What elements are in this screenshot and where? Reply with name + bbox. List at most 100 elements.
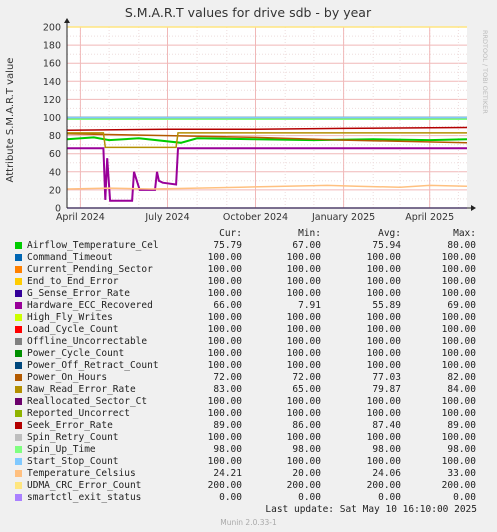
- legend-value-avg: 79.87: [372, 384, 401, 395]
- legend-value-cur: 100.00: [207, 324, 242, 335]
- legend-value-cur: 83.00: [213, 384, 242, 395]
- rrdtool-watermark: RRDTOOL / TOBI OETIKER: [481, 30, 489, 114]
- legend-row: Raw_Read_Error_Rate 83.00 65.00 79.87 84.00: [0, 384, 497, 396]
- y-tick-label: 160: [43, 59, 61, 70]
- legend-value-avg: 0.00: [378, 492, 401, 503]
- legend-value-min: 0.00: [298, 492, 321, 503]
- y-tick-label: 60: [49, 149, 61, 160]
- y-tick-label: 0: [55, 204, 61, 215]
- legend-value-max: 100.00: [441, 324, 476, 335]
- legend-row: Power_Off_Retract_Count 100.00 100.00 100.0…: [0, 360, 497, 372]
- legend-swatch: [15, 434, 22, 441]
- legend-value-max: 100.00: [441, 456, 476, 467]
- legend-value-cur: 100.00: [207, 252, 242, 263]
- legend-series-name: Reallocated_Sector_Ct: [27, 396, 148, 407]
- legend-swatch: [15, 278, 22, 285]
- last-update: Last update: Sat May 10 16:10:00 2025: [265, 504, 477, 515]
- legend-value-min: 100.00: [286, 264, 321, 275]
- legend-value-cur: 100.00: [207, 396, 242, 407]
- legend-value-min: 86.00: [292, 420, 321, 431]
- legend-series-name: Seek_Error_Rate: [27, 420, 113, 431]
- legend-series-name: G_Sense_Error_Rate: [27, 288, 130, 299]
- legend-value-cur: 100.00: [207, 264, 242, 275]
- legend-series-name: Hardware_ECC_Recovered: [27, 300, 153, 311]
- x-axis-arrow: [471, 205, 476, 211]
- legend-value-avg: 100.00: [366, 456, 401, 467]
- smart-chart: S.M.A.R.T values for drive sdb - by year…: [5, 5, 489, 223]
- legend-value-min: 20.00: [292, 468, 321, 479]
- legend-row: Reallocated_Sector_Ct 100.00 100.00 100.00 1…: [0, 396, 497, 408]
- legend-value-avg: 87.40: [372, 420, 401, 431]
- legend-row: smartctl_exit_status 0.00 0.00 0.00 0.00: [0, 492, 497, 504]
- legend-header-cur: Cur:: [219, 228, 242, 239]
- legend-value-cur: 100.00: [207, 312, 242, 323]
- legend-value-max: 100.00: [441, 312, 476, 323]
- legend-swatch: [15, 242, 22, 249]
- series-line-power-on-hours: [66, 133, 468, 144]
- x-tick-label: July 2024: [144, 212, 189, 223]
- series-line-raw-read-error-rate: [67, 132, 467, 149]
- legend-value-max: 100.00: [441, 348, 476, 359]
- legend-value-min: 67.00: [292, 240, 321, 251]
- legend-swatch: [15, 290, 22, 297]
- legend-value-cur: 89.00: [213, 420, 242, 431]
- legend-swatch: [15, 314, 22, 321]
- legend-swatch: [15, 422, 22, 429]
- legend-value-min: 100.00: [286, 360, 321, 371]
- legend-swatch: [15, 254, 22, 261]
- legend-value-min: 7.91: [298, 300, 321, 311]
- legend-value-max: 100.00: [441, 336, 476, 347]
- legend-series-name: Current_Pending_Sector: [27, 264, 153, 275]
- legend-row: Current_Pending_Sector 100.00 100.00 100.00…: [0, 264, 497, 276]
- legend-header-avg: Avg:: [378, 228, 401, 239]
- legend-value-min: 100.00: [286, 252, 321, 263]
- legend-row: G_Sense_Error_Rate 100.00 100.00 100.00 100.…: [0, 288, 497, 300]
- legend-series-name: Reported_Uncorrect: [27, 408, 130, 419]
- axes: [64, 18, 476, 211]
- legend-value-avg: 100.00: [366, 324, 401, 335]
- legend-series-name: End_to_End_Error: [27, 276, 119, 287]
- x-tick-label: April 2024: [56, 212, 105, 223]
- legend-value-cur: 98.00: [213, 444, 242, 455]
- legend-value-max: 200.00: [441, 480, 476, 491]
- legend-value-avg: 100.00: [366, 252, 401, 263]
- legend-value-cur: 100.00: [207, 360, 242, 371]
- legend-value-cur: 0.00: [219, 492, 242, 503]
- legend-value-min: 100.00: [286, 288, 321, 299]
- legend-value-max: 33.00: [447, 468, 476, 479]
- legend-value-avg: 75.94: [372, 240, 401, 251]
- legend-value-avg: 100.00: [366, 336, 401, 347]
- legend-swatch: [15, 446, 22, 453]
- legend-swatch: [15, 386, 22, 393]
- legend-value-min: 200.00: [286, 480, 321, 491]
- legend-series-name: Power_Off_Retract_Count: [27, 360, 159, 371]
- legend-value-min: 98.00: [292, 444, 321, 455]
- legend-value-cur: 66.00: [213, 300, 242, 311]
- legend-series-name: Power_On_Hours: [27, 372, 108, 383]
- series-line-temperature-celsius: [66, 184, 468, 190]
- legend-value-avg: 100.00: [366, 408, 401, 419]
- legend-row: End_to_End_Error 100.00 100.00 100.00 100.00: [0, 276, 497, 288]
- legend-series-name: UDMA_CRC_Error_Count: [27, 480, 142, 491]
- legend-value-cur: 100.00: [207, 348, 242, 359]
- y-tick-label: 20: [49, 185, 61, 196]
- legend-value-max: 100.00: [441, 288, 476, 299]
- legend-value-avg: 100.00: [366, 276, 401, 287]
- legend-header-max: Max:: [453, 228, 476, 239]
- legend-value-cur: 100.00: [207, 288, 242, 299]
- legend-value-min: 100.00: [286, 456, 321, 467]
- legend-value-min: 72.00: [292, 372, 321, 383]
- legend-value-max: 100.00: [441, 432, 476, 443]
- legend-series-name: Airflow_Temperature_Cel: [27, 240, 159, 251]
- legend-value-max: 100.00: [441, 264, 476, 275]
- legend-value-avg: 24.06: [372, 468, 401, 479]
- legend-row: Airflow_Temperature_Cel 75.79 67.00 75.94 80…: [0, 240, 497, 252]
- legend-series-name: High_Fly_Writes: [27, 312, 113, 323]
- legend-value-min: 100.00: [286, 408, 321, 419]
- legend-value-cur: 100.00: [207, 336, 242, 347]
- legend-value-min: 100.00: [286, 312, 321, 323]
- x-tick-label: October 2024: [223, 212, 288, 223]
- legend-header-min: Min:: [298, 228, 321, 239]
- legend-row: Power_Cycle_Count 100.00 100.00 100.00 100.0…: [0, 348, 497, 360]
